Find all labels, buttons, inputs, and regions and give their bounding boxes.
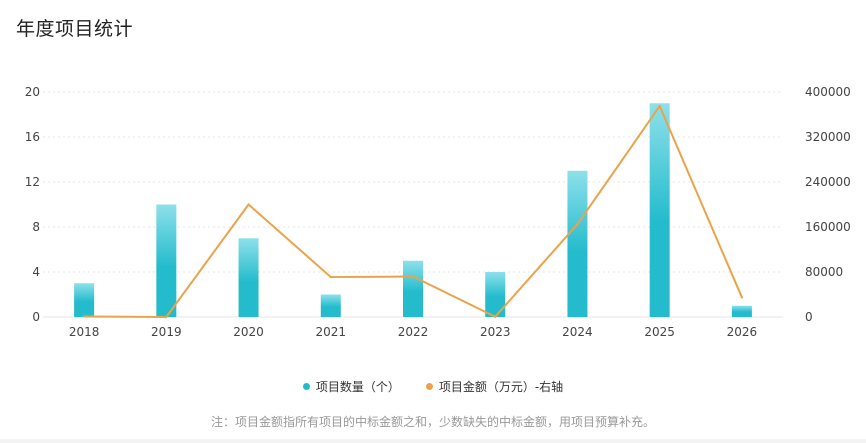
legend-item-count[interactable]: 项目数量（个） — [302, 378, 400, 395]
legend-dot-amount — [425, 383, 433, 390]
y-left-tick-label: 16 — [25, 130, 40, 144]
y-right-tick-label: 160000 — [805, 220, 851, 234]
y-right-tick-label: 320000 — [805, 130, 851, 144]
bar — [731, 305, 752, 317]
legend-label-count: 项目数量（个） — [315, 380, 400, 394]
line-point — [329, 275, 332, 279]
y-left-tick-label: 4 — [32, 265, 40, 279]
bar — [403, 260, 423, 317]
footnote: 注：项目金额指所有项目的中标金额之和，少数缺失的中标金额，用项目预算补充。 — [210, 415, 655, 429]
bar — [567, 170, 588, 317]
y-right-tick-label: 400000 — [805, 85, 851, 99]
y-right-tick-label: 80000 — [805, 265, 843, 279]
bar — [649, 103, 670, 317]
x-tick-label: 2025 — [644, 325, 675, 339]
line-point — [494, 315, 497, 318]
x-tick-label: 2022 — [398, 325, 429, 339]
line-point — [82, 315, 86, 318]
x-tick-label: 2026 — [727, 325, 758, 339]
line-point — [658, 104, 661, 108]
bottom-divider — [0, 439, 866, 443]
line-point — [165, 315, 168, 319]
chart-title: 年度项目统计 — [16, 18, 134, 40]
bar — [74, 283, 95, 317]
y-right-tick-label: 240000 — [805, 175, 851, 189]
x-tick-label: 2024 — [562, 325, 593, 339]
y-left-tick-label: 12 — [25, 175, 40, 189]
chart-legend: 项目数量（个） 项目金额（万元）-右轴 — [0, 378, 866, 395]
x-tick-label: 2021 — [316, 325, 347, 339]
bar — [485, 272, 506, 317]
y-right-tick-label: 0 — [805, 310, 813, 324]
legend-label-amount: 项目金额（万元）-右轴 — [438, 380, 564, 394]
y-left-tick-label: 20 — [25, 85, 40, 99]
legend-dot-count — [302, 383, 310, 390]
bar — [156, 204, 177, 317]
line-point — [576, 222, 579, 226]
x-tick-label: 2023 — [480, 325, 511, 339]
line-point — [411, 275, 415, 278]
x-tick-label: 2018 — [69, 325, 100, 339]
bar — [238, 238, 259, 317]
legend-item-amount[interactable]: 项目金额（万元）-右轴 — [425, 378, 564, 395]
y-left-tick-label: 0 — [32, 310, 40, 324]
combo-chart: 0 4 8 12 16 20 0 80000 160000 240000 320000 400000 2… — [25, 85, 851, 339]
x-tick-label: 2019 — [151, 325, 182, 339]
y-left-tick-label: 8 — [32, 220, 40, 234]
x-tick-label: 2020 — [233, 325, 264, 339]
line-point — [740, 296, 744, 299]
line-point — [247, 203, 250, 206]
bar — [320, 294, 341, 317]
